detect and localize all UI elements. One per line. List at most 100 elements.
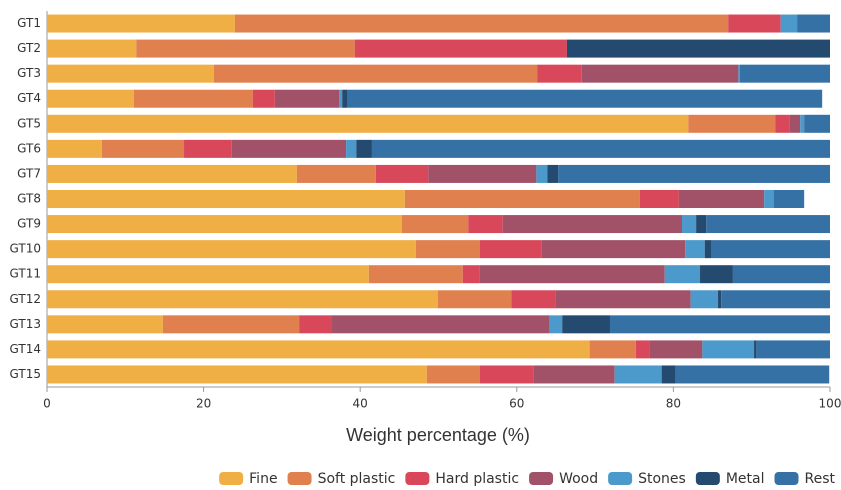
y-tick-label: GT14 — [10, 342, 41, 356]
bar-segment — [47, 265, 369, 284]
legend-swatch — [774, 472, 799, 485]
bar-segment — [346, 139, 357, 158]
y-tick-label: GT15 — [10, 367, 41, 381]
bar-segment — [47, 39, 137, 58]
bar-segment — [797, 14, 830, 33]
bar-segment — [462, 265, 480, 284]
x-tick-label: 0 — [43, 397, 51, 411]
bar-segment — [800, 114, 805, 133]
bar-segment — [537, 64, 582, 83]
bar-segment — [549, 315, 563, 334]
bar-segment — [47, 89, 134, 108]
legend-swatch — [608, 472, 633, 485]
y-tick-label: GT10 — [10, 242, 41, 256]
bar-segment — [682, 215, 697, 234]
x-tick-label: 20 — [196, 397, 211, 411]
bar-segment — [738, 64, 740, 83]
x-axis-label: Weight percentage (%) — [346, 425, 530, 445]
bar-segment — [780, 14, 798, 33]
bar-segment — [47, 164, 297, 183]
bar-segment — [356, 139, 372, 158]
bar-segment — [609, 315, 830, 334]
bar-segment — [732, 265, 830, 284]
y-tick-label: GT6 — [17, 141, 41, 155]
bar-segment — [639, 190, 679, 208]
bar-segment — [664, 265, 701, 284]
legend-label: Stones — [638, 471, 686, 486]
legend-swatch — [219, 472, 244, 485]
bar-segment — [690, 290, 719, 309]
bar-segment — [339, 89, 343, 108]
bar-segment — [415, 240, 480, 259]
bar-segment — [371, 139, 830, 158]
bar-segment — [789, 114, 801, 133]
x-tick-label: 100 — [819, 397, 841, 411]
bar-segment — [437, 290, 512, 309]
y-tick-label: GT12 — [10, 292, 41, 306]
bar-segment — [775, 114, 790, 133]
bar-segment — [764, 190, 774, 208]
bar-segment — [47, 190, 405, 208]
y-tick-label: GT13 — [10, 317, 41, 331]
bar-segment — [479, 365, 534, 384]
bar-segment — [702, 340, 755, 359]
bar-segment — [614, 365, 662, 384]
bar-segment — [234, 14, 729, 33]
y-tick-label: GT7 — [17, 166, 41, 180]
bar-segment — [710, 240, 830, 259]
bar-segment — [479, 265, 665, 284]
bar-segment — [739, 64, 830, 83]
bar-segment — [635, 340, 650, 359]
legend-swatch — [405, 472, 430, 485]
bar-segment — [704, 240, 711, 259]
bar-segment — [231, 139, 347, 158]
bar-segment — [342, 89, 348, 108]
bar-segment — [649, 340, 703, 359]
bar-segment — [756, 340, 830, 359]
bar-segment — [136, 39, 355, 58]
bar-segment — [47, 114, 689, 133]
legend-swatch — [287, 472, 312, 485]
bar-segment — [581, 64, 739, 83]
bar-segment — [368, 265, 463, 284]
bar-segment — [184, 139, 232, 158]
legend-swatch — [529, 472, 554, 485]
bar-segment — [558, 164, 830, 183]
bar-segment — [47, 290, 438, 309]
bar-segment — [299, 315, 333, 334]
bar-segment — [354, 39, 567, 58]
x-tick-label: 80 — [666, 397, 681, 411]
bar-segment — [536, 164, 548, 183]
bar-segment — [47, 215, 402, 234]
bar-segment — [696, 215, 707, 234]
bar-segment — [804, 114, 830, 133]
legend-label: Soft plastic — [318, 471, 396, 486]
bar-segment — [404, 190, 640, 208]
y-tick-label: GT11 — [10, 267, 41, 281]
y-tick-label: GT2 — [17, 41, 41, 55]
bar-segment — [721, 290, 830, 309]
bar-segment — [347, 89, 823, 108]
bar-segment — [562, 315, 610, 334]
bar-segment — [162, 315, 300, 334]
legend-swatch — [695, 472, 720, 485]
legend-label: Wood — [559, 471, 598, 486]
bar-segment — [47, 340, 590, 359]
bar-segment — [502, 215, 683, 234]
y-tick-label: GT1 — [17, 16, 41, 30]
bar-segment — [133, 89, 253, 108]
bar-segment — [296, 164, 376, 183]
bar-segment — [541, 240, 686, 259]
x-tick-label: 60 — [509, 397, 524, 411]
bar-segment — [728, 14, 781, 33]
bar-segment — [706, 215, 830, 234]
bar-segment — [685, 240, 705, 259]
bar-segment — [555, 290, 691, 309]
bar-segment — [688, 114, 776, 133]
y-tick-label: GT3 — [17, 66, 41, 80]
bar-segment — [274, 89, 340, 108]
bar-segment — [678, 190, 765, 208]
bar-segment — [47, 365, 427, 384]
bar-segment — [47, 315, 163, 334]
